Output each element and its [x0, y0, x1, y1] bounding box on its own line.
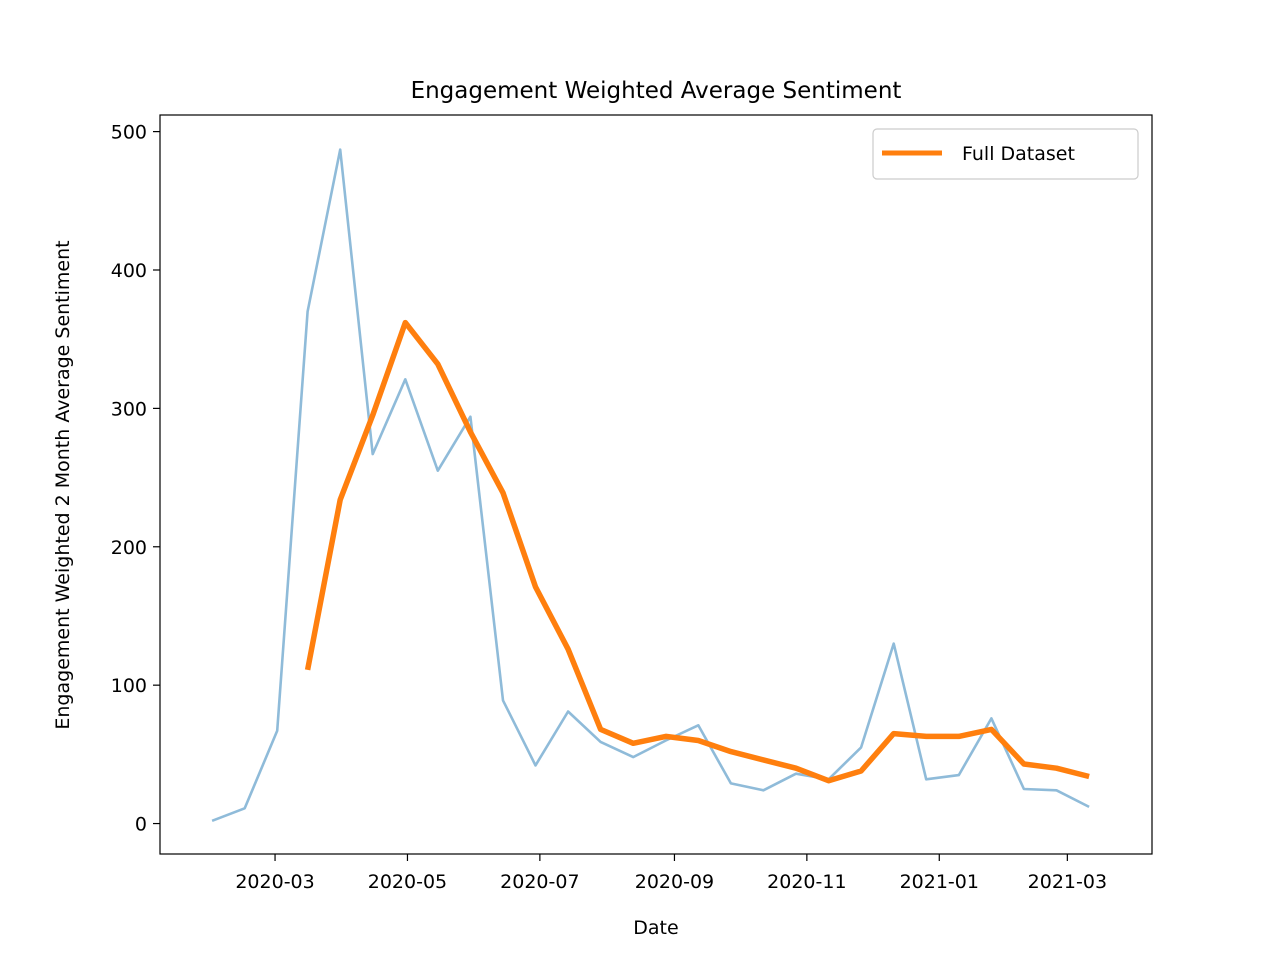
- series-line-raw: [211, 148, 1090, 823]
- y-tick-label: 100: [111, 675, 147, 697]
- legend-box: [872, 128, 1139, 180]
- x-tick-label: 2021-03: [1028, 871, 1107, 893]
- legend-label-full-dataset: Full Dataset: [962, 143, 1075, 165]
- y-axis-label: Engagement Weighted 2 Month Average Sent…: [52, 240, 74, 729]
- y-tick-label: 500: [111, 122, 147, 144]
- x-tick-label: 2021-01: [900, 871, 979, 893]
- x-tick-label: 2020-09: [635, 871, 714, 893]
- series-line-full-dataset: [304, 319, 1090, 784]
- y-axis: 0 100 200 300 400 500: [111, 122, 160, 836]
- series-layer: [211, 148, 1090, 823]
- y-tick-label: 0: [135, 814, 147, 836]
- x-tick-label: 2020-05: [368, 871, 447, 893]
- plot-frame: [159, 114, 1153, 855]
- y-tick-label: 200: [111, 537, 147, 559]
- chart-title: Engagement Weighted Average Sentiment: [411, 78, 902, 104]
- x-tick-label: 2020-07: [500, 871, 579, 893]
- x-tick-label: 2020-11: [767, 871, 846, 893]
- legend: Full Dataset: [872, 128, 1139, 180]
- x-axis: 2020-03 2020-05 2020-07 2020-09 2020-11 2021-…: [235, 854, 1107, 893]
- x-tick-label: 2020-03: [235, 871, 314, 893]
- y-tick-label: 400: [111, 260, 147, 282]
- y-tick-label: 300: [111, 398, 147, 420]
- x-axis-label: Date: [633, 917, 678, 939]
